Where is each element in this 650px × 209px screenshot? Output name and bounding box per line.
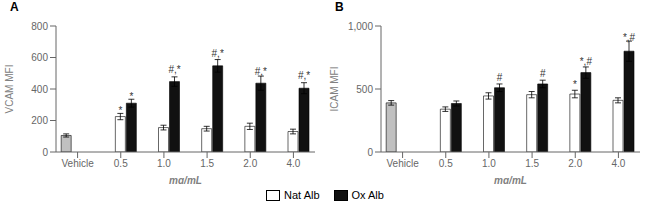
svg-text:#,*: #,* — [298, 70, 310, 81]
html-text:Nat Alb: Nat Alb — [284, 189, 320, 201]
svg-text:*,#: *,# — [580, 56, 593, 67]
svg-text:#,*: #,* — [168, 64, 180, 75]
svg-text:*: * — [573, 79, 577, 90]
svg-text:500: 500 — [356, 84, 373, 95]
svg-text:800: 800 — [31, 21, 48, 32]
svg-text:4.0: 4.0 — [286, 158, 300, 169]
svg-text:*,#: *,# — [623, 32, 636, 43]
svg-text:0.5: 0.5 — [439, 158, 453, 169]
svg-text:1.5: 1.5 — [525, 158, 539, 169]
svg-text:2.0: 2.0 — [568, 158, 582, 169]
svg-text:#,*: #,* — [255, 66, 267, 77]
html-text:A: A — [10, 0, 19, 14]
svg-text:200: 200 — [31, 115, 48, 126]
svg-text:VCAM MFI: VCAM MFI — [8, 65, 15, 114]
svg-text:0.5: 0.5 — [114, 158, 128, 169]
html-text:B: B — [335, 0, 344, 14]
svg-text:0: 0 — [367, 147, 373, 158]
svg-text:#: # — [497, 72, 503, 83]
svg-text:Vehicle: Vehicle — [61, 158, 94, 169]
svg-text:#: # — [540, 68, 546, 79]
svg-text:4.0: 4.0 — [611, 158, 625, 169]
svg-text:1.5: 1.5 — [200, 158, 214, 169]
svg-text:Vehicle: Vehicle — [386, 158, 419, 169]
html-text:Ox Alb: Ox Alb — [351, 189, 384, 201]
svg-text:600: 600 — [31, 52, 48, 63]
svg-text:mg/mL: mg/mL — [169, 175, 202, 184]
svg-text:mg/mL: mg/mL — [494, 175, 527, 184]
svg-text:#,*: #,* — [212, 48, 224, 59]
svg-text:1.0: 1.0 — [482, 158, 496, 169]
svg-text:ICAM MFI: ICAM MFI — [329, 67, 340, 112]
svg-text:2.0: 2.0 — [243, 158, 257, 169]
svg-text:1,000: 1,000 — [348, 21, 373, 32]
svg-text:0: 0 — [42, 147, 48, 158]
svg-text:*: * — [118, 105, 122, 116]
svg-text:400: 400 — [31, 84, 48, 95]
svg-text:1.0: 1.0 — [157, 158, 171, 169]
svg-text:*: * — [129, 91, 133, 102]
